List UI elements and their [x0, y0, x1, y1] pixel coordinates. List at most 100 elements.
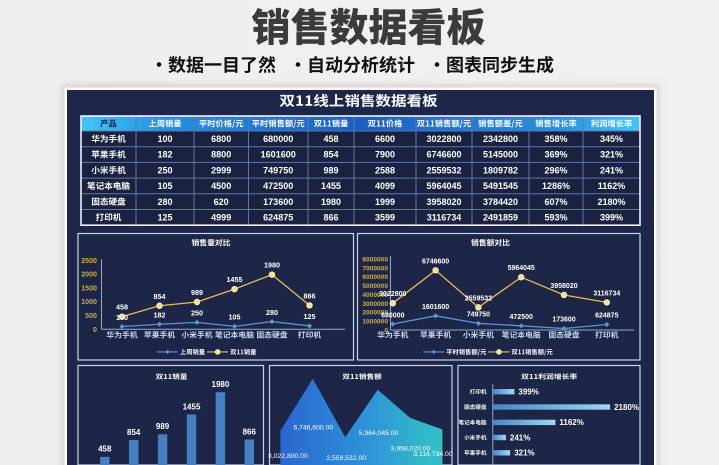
- svg-text:620: 620: [214, 197, 229, 207]
- svg-text:472500: 472500: [263, 181, 293, 191]
- svg-text:5,964,045.00: 5,964,045.00: [359, 430, 399, 437]
- svg-text:280: 280: [266, 308, 278, 317]
- svg-text:1162%: 1162%: [559, 418, 583, 427]
- svg-text:182: 182: [154, 311, 166, 320]
- svg-text:3022800: 3022800: [379, 291, 406, 298]
- svg-text:2,559,532.00: 2,559,532.00: [326, 455, 366, 462]
- svg-text:4099: 4099: [375, 181, 395, 191]
- svg-text:2180%: 2180%: [597, 197, 625, 207]
- svg-text:1809782: 1809782: [483, 165, 518, 175]
- svg-text:989: 989: [156, 422, 170, 431]
- svg-text:1000: 1000: [81, 298, 97, 306]
- svg-text:1999: 1999: [375, 197, 395, 207]
- svg-text:182: 182: [157, 150, 172, 160]
- svg-text:250: 250: [157, 165, 172, 175]
- svg-text:296%: 296%: [544, 165, 567, 175]
- svg-text:280: 280: [157, 197, 172, 207]
- svg-text:8000000: 8000000: [362, 257, 388, 264]
- svg-text:3,022,800.00: 3,022,800.00: [268, 453, 308, 460]
- svg-text:241%: 241%: [510, 433, 530, 442]
- svg-text:399%: 399%: [600, 213, 623, 223]
- svg-text:2559532: 2559532: [465, 295, 492, 302]
- svg-text:241%: 241%: [600, 165, 623, 175]
- svg-text:624875: 624875: [595, 313, 618, 320]
- svg-text:5964045: 5964045: [426, 181, 461, 191]
- svg-text:866: 866: [243, 427, 257, 436]
- svg-text:2000: 2000: [81, 271, 97, 279]
- svg-text:3,958,020.00: 3,958,020.00: [391, 446, 431, 453]
- svg-text:1500: 1500: [81, 284, 97, 292]
- svg-text:125: 125: [157, 213, 172, 223]
- svg-text:345%: 345%: [600, 134, 623, 144]
- svg-text:1601600: 1601600: [422, 304, 449, 311]
- svg-text:2999: 2999: [211, 165, 231, 175]
- svg-text:4999: 4999: [211, 213, 231, 223]
- svg-text:2491859: 2491859: [483, 213, 518, 223]
- svg-text:749750: 749750: [263, 165, 293, 175]
- svg-text:458: 458: [98, 445, 112, 454]
- svg-text:854: 854: [127, 428, 141, 437]
- svg-text:6746600: 6746600: [422, 258, 449, 265]
- svg-text:866: 866: [323, 213, 338, 223]
- svg-text:321%: 321%: [600, 150, 623, 160]
- svg-text:1455: 1455: [183, 402, 201, 411]
- svg-text:593%: 593%: [544, 213, 567, 223]
- svg-text:5491545: 5491545: [483, 181, 518, 191]
- svg-text:2180%: 2180%: [614, 403, 639, 412]
- svg-text:0: 0: [93, 326, 97, 334]
- svg-text:607%: 607%: [544, 197, 567, 207]
- svg-text:125: 125: [304, 312, 316, 321]
- svg-text:3022800: 3022800: [426, 134, 461, 144]
- svg-text:2500: 2500: [81, 257, 97, 265]
- svg-text:6800: 6800: [211, 134, 231, 144]
- svg-text:5964045: 5964045: [508, 265, 535, 272]
- svg-text:3599: 3599: [375, 213, 395, 223]
- svg-text:345%: 345%: [516, 464, 536, 465]
- svg-text:1980: 1980: [264, 261, 280, 270]
- svg-text:5145000: 5145000: [483, 150, 518, 160]
- svg-text:472500: 472500: [510, 314, 533, 321]
- svg-text:5000000: 5000000: [362, 283, 388, 290]
- svg-text:4000000: 4000000: [362, 292, 388, 299]
- svg-text:0: 0: [384, 327, 388, 334]
- svg-text:854: 854: [154, 292, 166, 301]
- svg-text:358%: 358%: [544, 134, 567, 144]
- svg-text:3958020: 3958020: [426, 197, 461, 207]
- svg-text:3958020: 3958020: [550, 283, 577, 290]
- svg-text:250: 250: [191, 309, 203, 318]
- svg-text:2559532: 2559532: [426, 165, 461, 175]
- svg-text:6,746,600.00: 6,746,600.00: [293, 425, 333, 432]
- svg-text:1455: 1455: [321, 181, 341, 191]
- svg-text:1980: 1980: [212, 380, 230, 389]
- svg-text:1286%: 1286%: [542, 181, 570, 191]
- svg-text:1162%: 1162%: [598, 181, 626, 191]
- svg-text:680000: 680000: [263, 134, 293, 144]
- svg-text:100: 100: [157, 134, 172, 144]
- svg-text:105: 105: [229, 313, 241, 322]
- svg-text:866: 866: [304, 291, 316, 300]
- svg-text:369%: 369%: [544, 150, 567, 160]
- svg-text:2588: 2588: [375, 165, 395, 175]
- svg-text:989: 989: [323, 165, 338, 175]
- svg-text:4500: 4500: [211, 181, 231, 191]
- svg-text:3000000: 3000000: [362, 301, 388, 308]
- svg-text:458: 458: [323, 134, 338, 144]
- svg-text:7000000: 7000000: [362, 265, 388, 272]
- svg-text:3784420: 3784420: [483, 197, 518, 207]
- svg-text:2000000: 2000000: [362, 310, 388, 317]
- svg-text:680000: 680000: [381, 312, 404, 319]
- svg-text:6746600: 6746600: [426, 150, 461, 160]
- svg-text:173600: 173600: [552, 317, 575, 324]
- svg-text:749750: 749750: [467, 312, 490, 319]
- svg-text:7900: 7900: [375, 150, 395, 160]
- svg-text:500: 500: [85, 312, 97, 320]
- svg-text:3116734: 3116734: [593, 290, 620, 297]
- svg-text:105: 105: [157, 181, 172, 191]
- svg-text:1601600: 1601600: [261, 150, 296, 160]
- svg-text:1980: 1980: [321, 197, 341, 207]
- svg-text:458: 458: [116, 303, 128, 312]
- svg-text:624875: 624875: [263, 213, 293, 223]
- svg-text:173600: 173600: [263, 197, 293, 207]
- svg-text:3116734: 3116734: [427, 213, 462, 223]
- svg-text:6000000: 6000000: [362, 274, 388, 281]
